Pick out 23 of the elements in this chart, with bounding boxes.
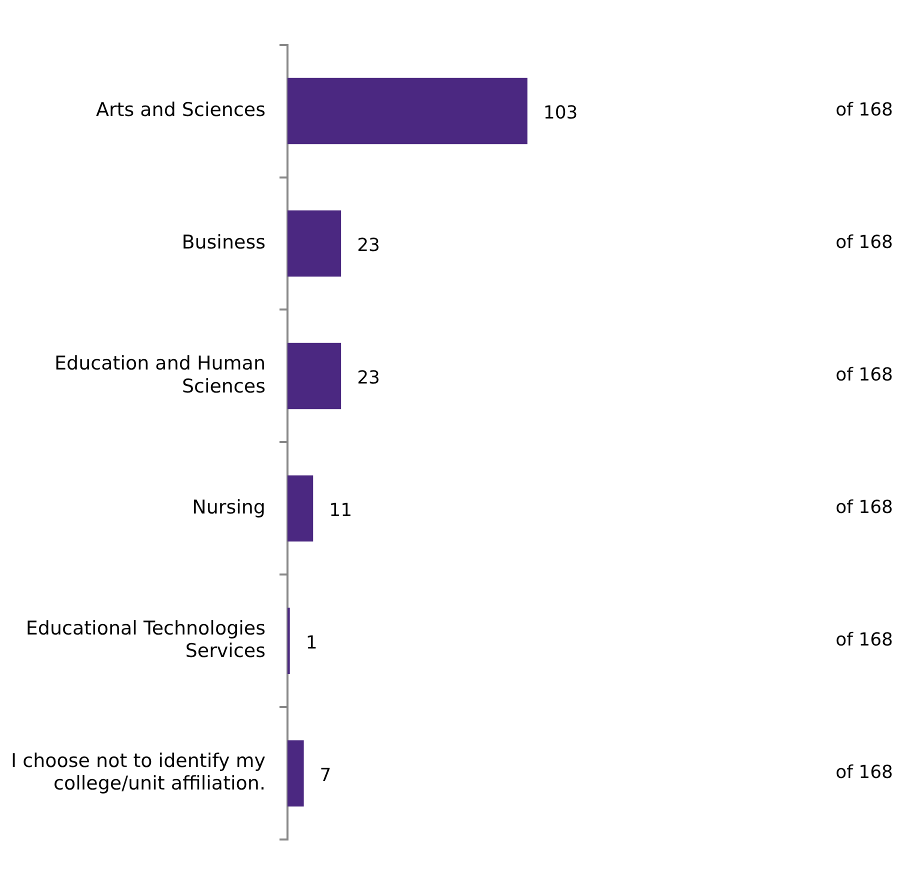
y-tick-label: Education and Human Sciences [54, 352, 266, 398]
data-label: 7 [320, 765, 332, 786]
y-tick-label: Nursing [192, 496, 266, 518]
text: of 168 [836, 364, 893, 386]
y-tick-label: Educational Technologies Services [26, 617, 266, 662]
text: of 168 [836, 100, 893, 121]
bar [288, 740, 304, 806]
y-tick-label: Business [182, 231, 266, 254]
data-label: 103 [543, 102, 578, 124]
y-tick-label: Arts and Sciences [96, 98, 266, 121]
data-label: 23 [357, 368, 380, 389]
text: of 168 [836, 762, 893, 784]
bar [288, 342, 342, 410]
data-label: 1 [306, 632, 318, 654]
data-label: 23 [357, 235, 380, 256]
text: of 168 [836, 497, 893, 518]
text: of 168 [836, 232, 893, 254]
bar [288, 210, 342, 277]
bar [288, 475, 314, 542]
bar [288, 78, 528, 144]
data-label: 11 [329, 500, 352, 522]
text: of 168 [836, 630, 893, 651]
y-tick-label: I choose not to identify my college/unit affiliation. [11, 750, 266, 795]
